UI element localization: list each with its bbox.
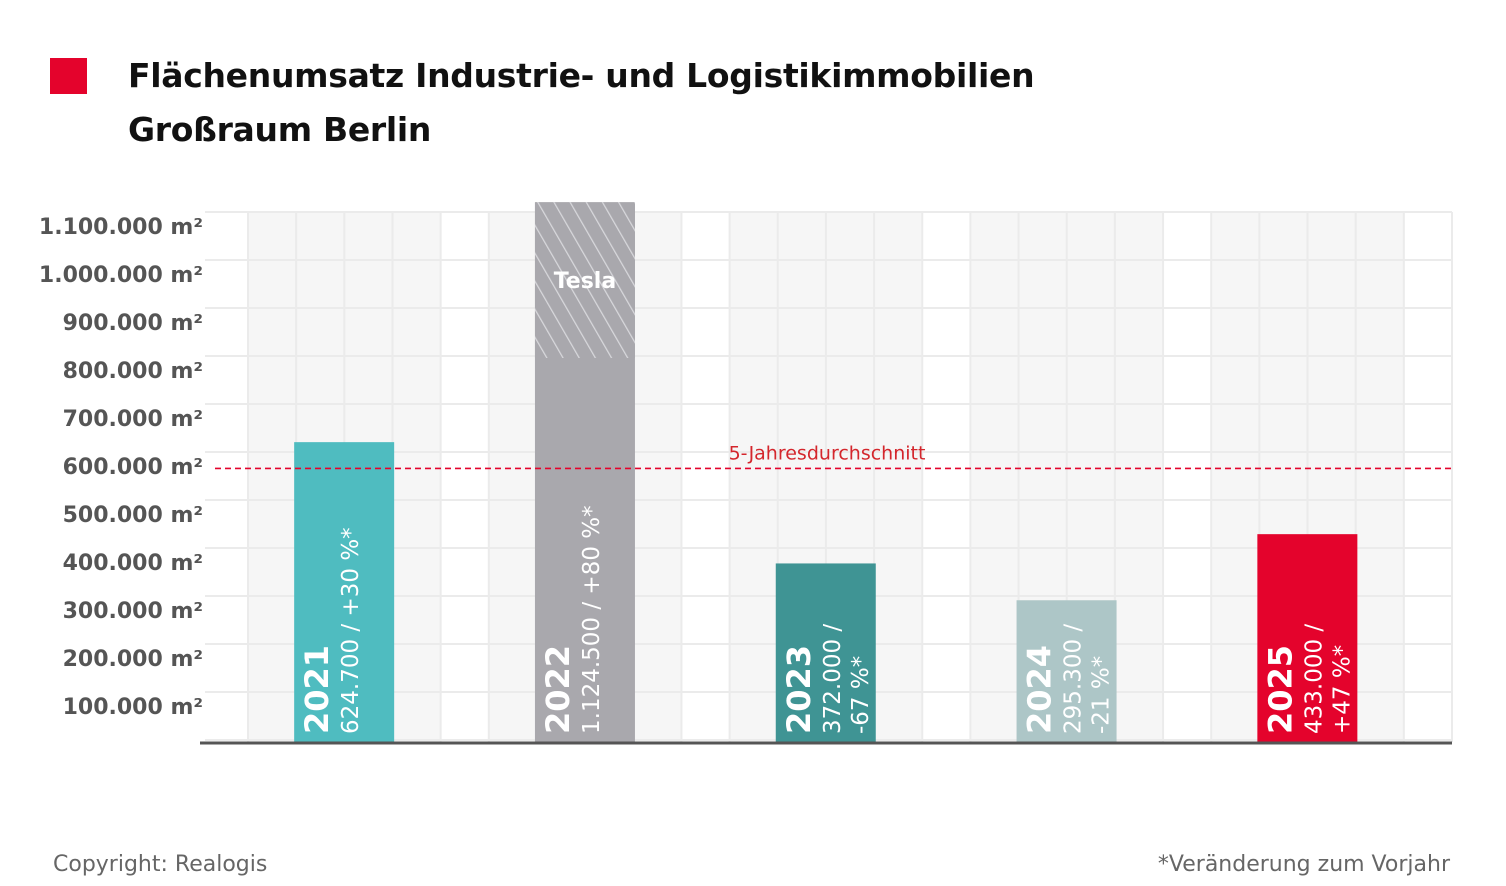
y-tick-label: 300.000 m² [63, 599, 203, 624]
y-tick-label: 100.000 m² [63, 695, 203, 720]
y-tick-label: 200.000 m² [63, 647, 203, 672]
average-reference-label: 5-Jahresdurchschnitt [729, 442, 926, 464]
bar-year-label: 2025 [1261, 645, 1299, 734]
y-tick-label: 1.000.000 m² [39, 263, 203, 288]
legend-marker [50, 58, 87, 94]
bar-2025 [1257, 534, 1358, 742]
chart-title-line2: Großraum Berlin [128, 110, 432, 149]
bar-label-2022: 2022 1.124.500 / +80 %* [539, 505, 605, 734]
copyright-text: Copyright: Realogis [53, 852, 268, 877]
bar-value-label: 624.700 / +30 %* [338, 527, 364, 734]
bar-value-label: 433.000 / [1301, 624, 1327, 734]
bar-label-2023: 2023 372.000 /-67 %* [780, 624, 874, 734]
y-tick-label: 900.000 m² [63, 311, 203, 336]
bar-value-label: 1.124.500 / +80 %* [579, 505, 605, 734]
y-tick-label: 600.000 m² [63, 455, 203, 480]
bar-value-label: 372.000 / [820, 624, 846, 734]
footnote-text: *Veränderung zum Vorjahr [1157, 852, 1450, 877]
bar-2024 [1016, 600, 1117, 742]
bar-year-label: 2022 [539, 645, 577, 734]
y-tick-label: 500.000 m² [63, 503, 203, 528]
y-tick-label: 1.100.000 m² [39, 215, 203, 240]
bar-value-label: +47 %* [1329, 645, 1355, 734]
segment-label: Tesla [554, 269, 617, 294]
chart-title-line1: Flächenumsatz Industrie- und Logistikimm… [128, 56, 1035, 95]
y-tick-label: 800.000 m² [63, 359, 203, 384]
bar-2021 [294, 442, 395, 742]
bar-value-label: -21 %* [1089, 656, 1115, 734]
bar-year-label: 2024 [1021, 645, 1059, 734]
bar-2023 [775, 563, 876, 742]
bar-label-2021: 2021 624.700 / +30 %* [298, 527, 364, 734]
bar-label-2025: 2025 433.000 /+47 %* [1261, 624, 1355, 734]
bar-label-2024: 2024 295.300 /-21 %* [1021, 624, 1115, 734]
bar-value-label: 295.300 / [1061, 624, 1087, 734]
bar-segment-tesla [534, 202, 635, 358]
bar-value-label: -67 %* [848, 656, 874, 734]
bar-year-label: 2023 [780, 645, 818, 734]
y-tick-label: 400.000 m² [63, 551, 203, 576]
y-tick-label: 700.000 m² [63, 407, 203, 432]
bar-year-label: 2021 [298, 645, 336, 734]
